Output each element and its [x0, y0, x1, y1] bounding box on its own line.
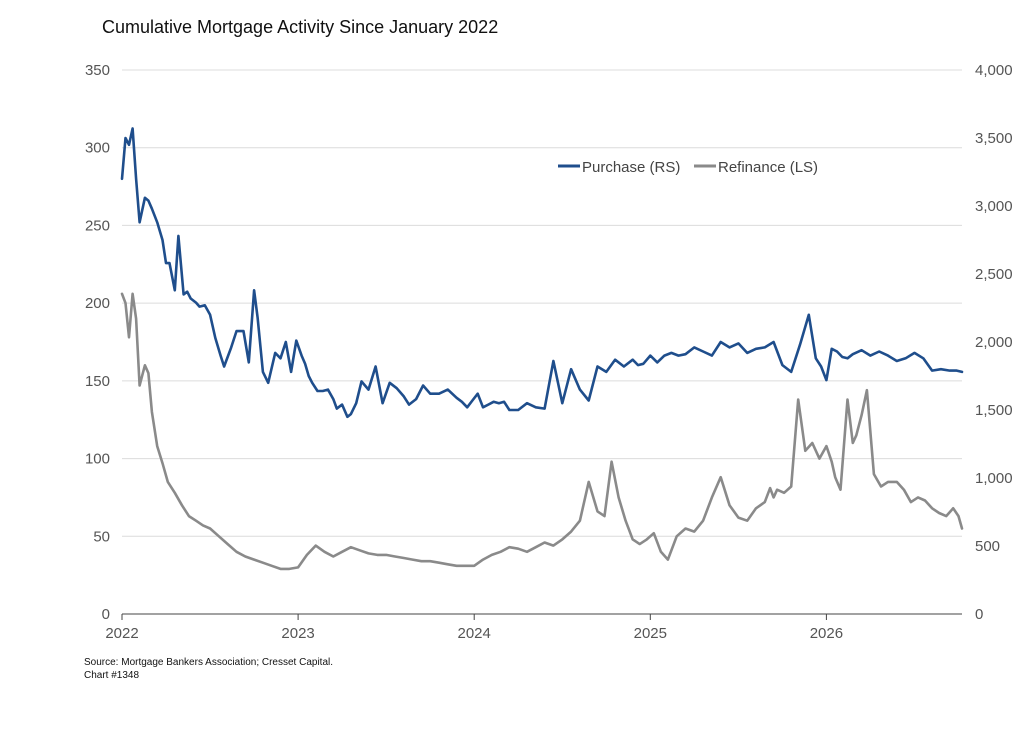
legend: Purchase (RS) Refinance (LS) [558, 159, 818, 176]
right-tick-label: 1,500 [975, 402, 1013, 419]
legend-label-purchase: Purchase (RS) [582, 159, 680, 176]
right-tick-label: 1,000 [975, 470, 1013, 487]
x-axis: 2022 2023 2024 2025 2026 [105, 613, 962, 642]
legend-label-refinance: Refinance (LS) [718, 159, 818, 176]
x-tick-label: 2026 [810, 625, 843, 642]
right-tick-label: 0 [975, 606, 983, 623]
left-tick-label: 150 [85, 373, 110, 390]
right-tick-label: 4,000 [975, 62, 1013, 79]
x-tick-label: 2023 [281, 625, 314, 642]
series-line-purchase [120, 127, 964, 419]
right-tick-label: 2,000 [975, 334, 1013, 351]
left-tick-label: 300 [85, 140, 110, 157]
series-line-refinance [120, 292, 964, 571]
left-y-axis: 0 50 100 150 200 250 300 350 [85, 62, 110, 623]
gridlines [122, 69, 962, 537]
left-tick-label: 350 [85, 62, 110, 79]
series-layer [120, 127, 964, 571]
left-tick-label: 50 [93, 528, 110, 545]
left-tick-label: 250 [85, 217, 110, 234]
source-note: Source: Mortgage Bankers Association; Cr… [84, 657, 334, 668]
x-tick-label: 2024 [458, 625, 491, 642]
left-tick-label: 200 [85, 295, 110, 312]
right-tick-label: 500 [975, 538, 1000, 555]
x-tick-label: 2025 [634, 625, 667, 642]
left-tick-label: 0 [102, 606, 110, 623]
chart-number: Chart #1348 [84, 670, 140, 681]
left-tick-label: 100 [85, 451, 110, 468]
right-tick-label: 3,500 [975, 130, 1013, 147]
right-tick-label: 2,500 [975, 266, 1013, 283]
x-tick-label: 2022 [105, 625, 138, 642]
chart-title: Cumulative Mortgage Activity Since Janua… [102, 17, 499, 37]
right-y-axis: 0 500 1,000 1,500 2,000 2,500 3,000 3,500 4,000 [975, 62, 1013, 623]
right-tick-label: 3,000 [975, 198, 1013, 215]
